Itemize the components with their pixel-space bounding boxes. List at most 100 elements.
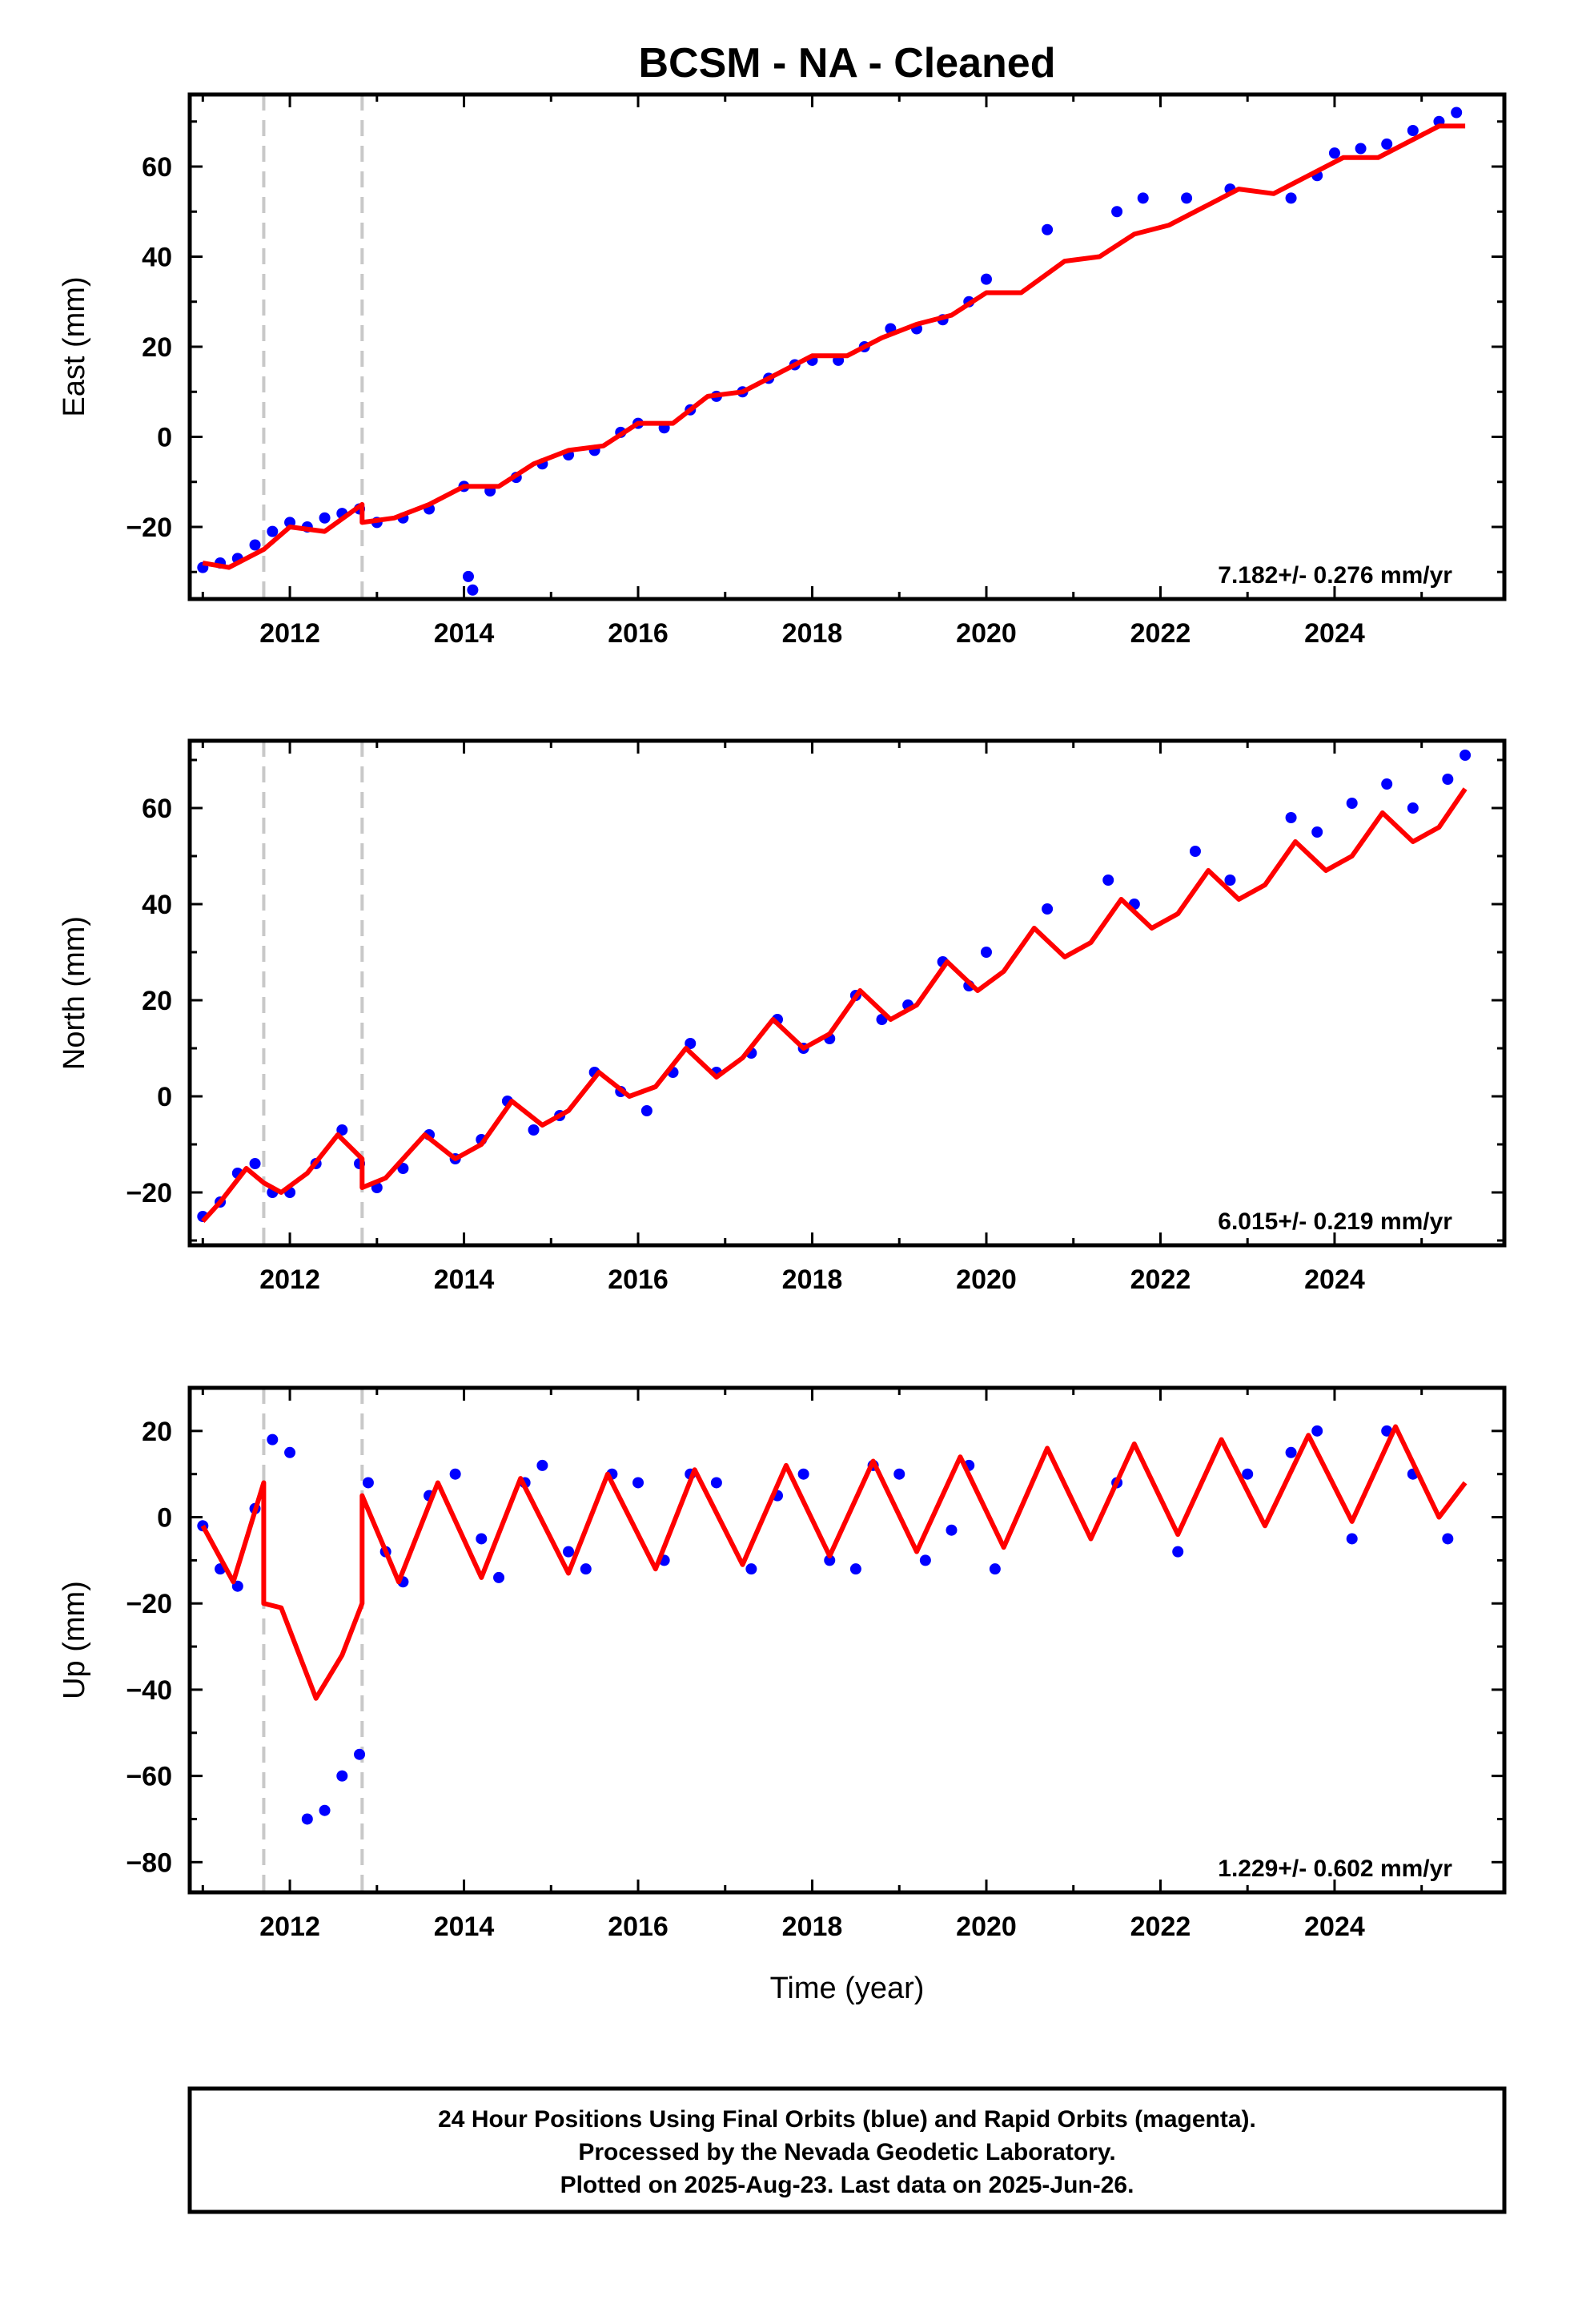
east-data-point xyxy=(462,570,474,582)
up-data-point xyxy=(319,1804,331,1816)
north-data-point xyxy=(1311,826,1323,838)
up-ytick-label: −80 xyxy=(126,1848,172,1878)
north-data-point xyxy=(1381,778,1393,790)
east-ytick-label: 20 xyxy=(142,332,172,363)
north-data-point xyxy=(685,1038,697,1049)
up-data-point xyxy=(1346,1533,1358,1545)
east-data-point xyxy=(980,273,992,285)
east-ytick-label: 0 xyxy=(157,423,172,453)
north-panel: North (mm) 6.015+/- 0.219 mm/yr 2012 2014… xyxy=(58,738,1507,1295)
north-data-point xyxy=(1407,802,1419,814)
up-panel: Up (mm) 1.229+/- 0.602 mm/yr 2012 2014 201… xyxy=(58,1385,1507,1942)
up-data-point xyxy=(1311,1425,1323,1437)
footer-box xyxy=(187,2086,1507,2214)
east-xtick-label: 2018 xyxy=(782,618,843,649)
up-data-point xyxy=(476,1533,488,1545)
up-data-point xyxy=(354,1748,366,1760)
east-data-point xyxy=(1042,223,1054,235)
north-xtick-label: 2018 xyxy=(782,1265,843,1295)
east-data-point xyxy=(1111,206,1123,218)
up-data-point xyxy=(824,1554,836,1566)
up-xtick-label: 2014 xyxy=(434,1912,495,1942)
up-data-point xyxy=(710,1477,722,1489)
east-data-point xyxy=(1181,192,1193,204)
east-xtick-label: 2016 xyxy=(608,618,669,649)
up-data-point xyxy=(893,1468,905,1480)
east-data-point xyxy=(249,539,261,551)
up-data-point xyxy=(284,1446,296,1458)
up-ylabel: Up (mm) xyxy=(58,1581,91,1699)
up-ytick-label: −40 xyxy=(126,1675,172,1706)
north-xtick-label: 2012 xyxy=(259,1265,320,1295)
up-data-point xyxy=(989,1563,1001,1575)
up-data-point xyxy=(1285,1446,1297,1458)
north-ylabel: North (mm) xyxy=(58,916,91,1070)
north-xtick-label: 2014 xyxy=(434,1265,495,1295)
up-data-point xyxy=(536,1459,548,1471)
up-xtick-label: 2012 xyxy=(259,1912,320,1942)
north-data-point xyxy=(1460,750,1472,761)
up-ytick-label: 20 xyxy=(142,1417,172,1447)
up-data-point xyxy=(449,1468,461,1480)
north-data-point xyxy=(336,1124,348,1136)
north-xtick-label: 2016 xyxy=(608,1265,669,1295)
up-data-point xyxy=(1172,1546,1184,1558)
north-ytick-label: 20 xyxy=(142,986,172,1016)
north-data-point xyxy=(980,947,992,958)
up-plot-area xyxy=(197,1424,1468,1825)
north-ytick-label: −20 xyxy=(126,1178,172,1208)
up-data-point xyxy=(267,1433,279,1445)
north-xtick-label: 2024 xyxy=(1304,1265,1365,1295)
east-ytick-label: 60 xyxy=(142,152,172,183)
east-frame xyxy=(187,92,1507,601)
north-ytick-label: 60 xyxy=(142,794,172,824)
north-data-point xyxy=(249,1158,261,1169)
time-xlabel: Time (year) xyxy=(770,1972,925,2005)
up-rate-label: 1.229+/- 0.602 mm/yr xyxy=(1218,1856,1452,1882)
east-data-point xyxy=(1328,147,1340,159)
east-data-point xyxy=(319,512,331,524)
east-xtick-label: 2022 xyxy=(1130,618,1191,649)
up-model-line xyxy=(200,1424,1468,1701)
up-frame xyxy=(187,1385,1507,1895)
north-data-point xyxy=(1442,774,1454,785)
north-data-point xyxy=(1102,875,1114,886)
east-xtick-label: 2014 xyxy=(434,618,495,649)
north-data-point xyxy=(1189,846,1201,857)
north-ytick-label: 0 xyxy=(157,1082,172,1112)
up-xtick-label: 2020 xyxy=(956,1912,1017,1942)
north-data-point xyxy=(1346,798,1358,809)
up-data-point xyxy=(493,1571,505,1583)
east-data-point xyxy=(1355,143,1367,155)
footer-line-2: Processed by the Nevada Geodetic Laborat… xyxy=(578,2139,1115,2165)
up-data-point xyxy=(1381,1425,1393,1437)
up-data-point xyxy=(563,1546,575,1558)
north-model-line xyxy=(201,787,1468,1224)
east-rate-label: 7.182+/- 0.276 mm/yr xyxy=(1218,562,1452,589)
up-ytick-label: −60 xyxy=(126,1762,172,1792)
east-ytick-label: 40 xyxy=(142,243,172,273)
up-ytick-label: 0 xyxy=(157,1503,172,1534)
up-data-point xyxy=(1442,1533,1454,1545)
up-data-point xyxy=(362,1477,374,1489)
north-data-point xyxy=(1285,812,1297,823)
north-rate-label: 6.015+/- 0.219 mm/yr xyxy=(1218,1208,1452,1235)
up-data-point xyxy=(745,1563,757,1575)
east-xtick-label: 2012 xyxy=(259,618,320,649)
north-data-point xyxy=(1224,875,1236,886)
up-xtick-label: 2022 xyxy=(1130,1912,1191,1942)
east-ytick-label: −20 xyxy=(126,513,172,543)
up-data-point xyxy=(849,1563,861,1575)
up-data-point xyxy=(632,1477,644,1489)
up-data-point xyxy=(336,1770,348,1782)
north-plot-area xyxy=(197,750,1472,1224)
up-ytick-label: −20 xyxy=(126,1589,172,1619)
east-data-point xyxy=(1137,192,1149,204)
north-xtick-label: 2022 xyxy=(1130,1265,1191,1295)
east-panel: East (mm) 7.182+/- 0.276 mm/yr 2012 2014 2… xyxy=(58,92,1507,649)
north-data-point xyxy=(640,1105,652,1116)
north-ytick-label: 40 xyxy=(142,890,172,920)
up-data-point xyxy=(580,1563,592,1575)
